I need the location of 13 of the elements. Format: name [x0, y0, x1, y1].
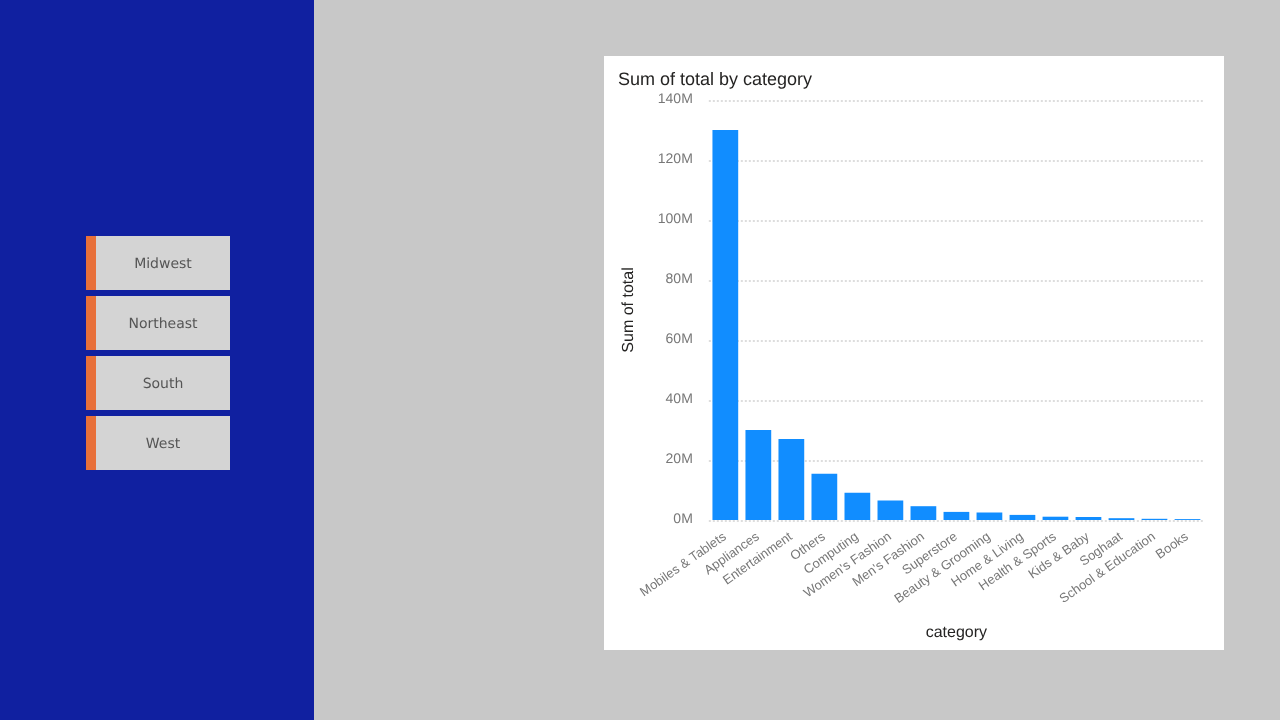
- bar: [745, 430, 772, 520]
- x-axis-title: category: [925, 623, 988, 641]
- bar: [910, 506, 937, 520]
- bar: [943, 511, 970, 520]
- bar: [844, 492, 871, 520]
- bar: [877, 500, 904, 520]
- bar: [976, 512, 1003, 520]
- bar: [811, 473, 838, 520]
- chart-title: Sum of total by category: [618, 69, 814, 89]
- y-axis-title: Sum of total: [619, 266, 637, 353]
- bar: [712, 130, 739, 520]
- bar: [778, 439, 805, 520]
- bar: [1009, 514, 1036, 520]
